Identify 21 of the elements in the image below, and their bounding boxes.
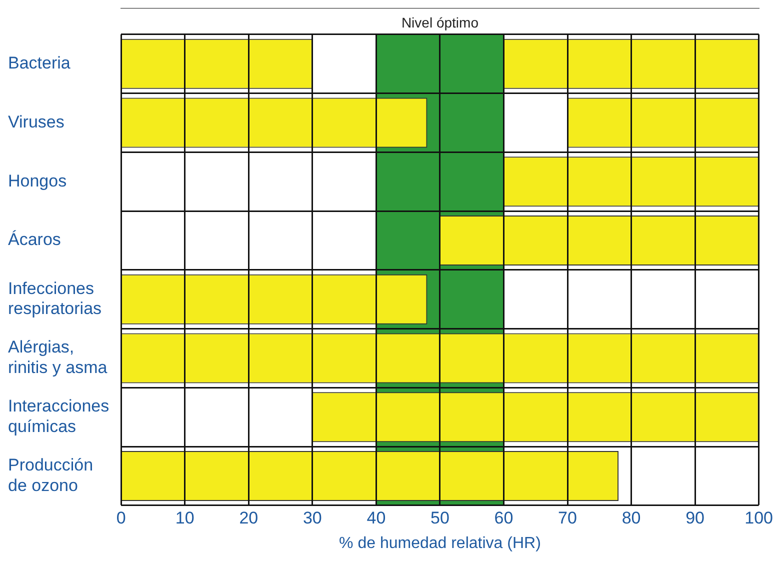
x-tick-label: 70 — [558, 508, 577, 528]
x-tick-label: 90 — [686, 508, 705, 528]
y-tick-label: Viruses — [8, 112, 64, 132]
x-tick-label: 50 — [430, 508, 450, 528]
x-tick-label: 80 — [622, 508, 641, 528]
y-tick-label: Bacteria — [8, 54, 71, 73]
x-tick-label: 100 — [744, 508, 774, 528]
x-tick-label: 60 — [494, 508, 514, 528]
x-tick-label: 10 — [175, 508, 194, 528]
x-tick-label: 20 — [239, 508, 258, 528]
x-axis-title: % de humedad relativa (HR) — [339, 534, 541, 552]
band-label: Nivel óptimo — [401, 14, 479, 30]
y-tick-label: Ácaros — [8, 230, 61, 250]
y-tick-label: Interacciones químicas — [8, 396, 110, 436]
x-tick-label: 30 — [302, 508, 322, 528]
y-tick-label: Infecciones respiratorias — [8, 278, 102, 318]
y-tick-label: Hongos — [8, 171, 67, 190]
x-tick-label: 40 — [366, 508, 386, 528]
y-tick-label: Alérgias, rinitis y asma — [8, 338, 108, 378]
y-tick-label: Producción de ozono — [8, 455, 94, 495]
x-tick-label: 0 — [116, 508, 126, 528]
